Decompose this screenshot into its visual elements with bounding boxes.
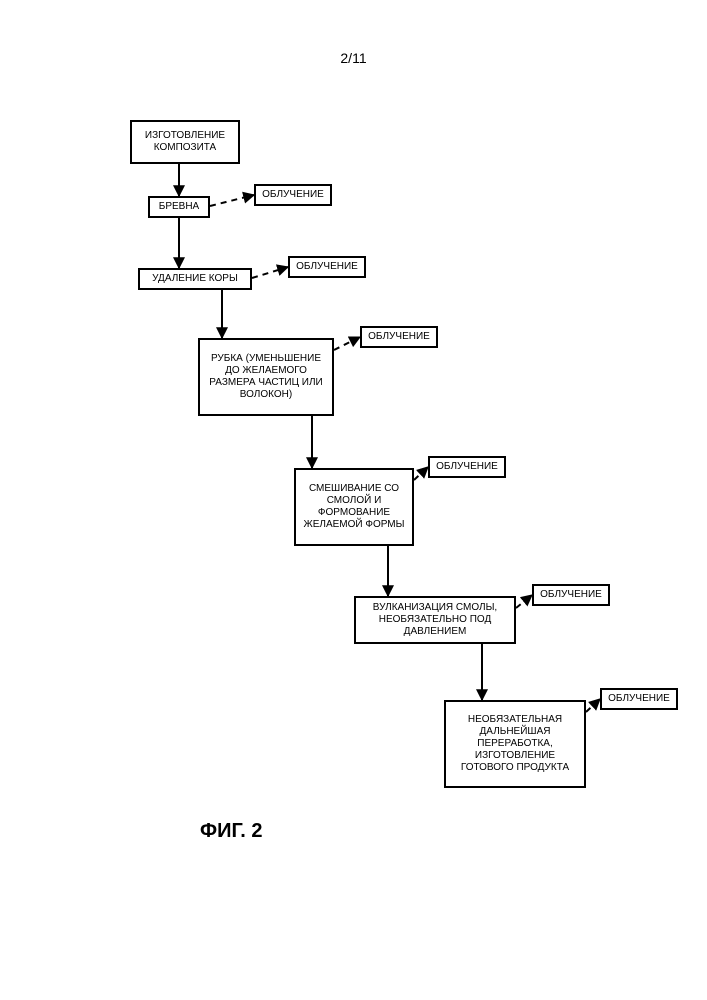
node-curing: ВУЛКАНИЗАЦИЯ СМОЛЫ, НЕОБЯЗАТЕЛЬНО ПОД ДА…: [354, 596, 516, 644]
node-irradiation-1: ОБЛУЧЕНИЕ: [254, 184, 332, 206]
node-irradiation-2: ОБЛУЧЕНИЕ: [288, 256, 366, 278]
node-debarking: УДАЛЕНИЕ КОРЫ: [138, 268, 252, 290]
node-mixing: СМЕШИВАНИЕ СО СМОЛОЙ И ФОРМОВАНИЕ ЖЕЛАЕМ…: [294, 468, 414, 546]
figure-label: ФИГ. 2: [200, 820, 263, 843]
node-irradiation-6: ОБЛУЧЕНИЕ: [600, 688, 678, 710]
node-chopping: РУБКА (УМЕНЬШЕНИЕ ДО ЖЕЛАЕМОГО РАЗМЕРА Ч…: [198, 338, 334, 416]
page-container: 2/11 ИЗГОТОВЛЕНИЕ КОМПОЗИТА БРЕВНА ОБЛУЧ…: [0, 0, 707, 1000]
node-irradiation-3: ОБЛУЧЕНИЕ: [360, 326, 438, 348]
node-logs: БРЕВНА: [148, 196, 210, 218]
node-irradiation-5: ОБЛУЧЕНИЕ: [532, 584, 610, 606]
node-composite-manufacture: ИЗГОТОВЛЕНИЕ КОМПОЗИТА: [130, 120, 240, 164]
node-final-processing: НЕОБЯЗАТЕЛЬНАЯ ДАЛЬНЕЙШАЯ ПЕРЕРАБОТКА, И…: [444, 700, 586, 788]
node-irradiation-4: ОБЛУЧЕНИЕ: [428, 456, 506, 478]
page-number: 2/11: [340, 50, 366, 66]
